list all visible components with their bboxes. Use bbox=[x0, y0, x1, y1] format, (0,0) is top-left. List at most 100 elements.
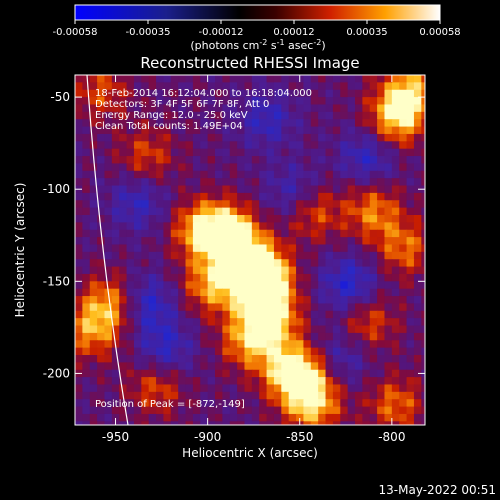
heatmap-cell bbox=[296, 222, 305, 231]
heatmap-cell bbox=[82, 185, 91, 194]
heatmap-cell bbox=[347, 148, 356, 157]
heatmap-cell bbox=[318, 237, 327, 246]
heatmap-cell bbox=[318, 318, 327, 327]
heatmap-cell bbox=[244, 332, 253, 341]
heatmap-cell bbox=[384, 281, 393, 290]
heatmap-cell bbox=[362, 89, 371, 98]
heatmap-cell bbox=[244, 355, 253, 363]
heatmap-cell bbox=[391, 259, 400, 268]
heatmap-cell bbox=[421, 133, 425, 142]
heatmap-cell bbox=[104, 259, 113, 268]
heatmap-cell bbox=[421, 82, 425, 91]
heatmap-cell bbox=[273, 362, 282, 371]
heatmap-cell bbox=[133, 325, 142, 334]
heatmap-cell bbox=[281, 126, 290, 135]
heatmap-cell bbox=[170, 273, 179, 282]
heatmap-cell bbox=[185, 355, 194, 363]
heatmap-cell bbox=[377, 288, 386, 297]
heatmap-cell bbox=[251, 192, 260, 201]
heatmap-cell bbox=[303, 266, 312, 275]
heatmap-cell bbox=[369, 325, 378, 334]
heatmap-cell bbox=[384, 266, 393, 275]
heatmap-cell bbox=[237, 126, 246, 135]
heatmap-cell bbox=[89, 89, 98, 98]
heatmap-cell bbox=[355, 170, 363, 179]
heatmap-cell bbox=[310, 332, 319, 341]
heatmap-cell bbox=[266, 111, 275, 120]
heatmap-cell bbox=[170, 399, 179, 408]
heatmap-cell bbox=[303, 384, 312, 393]
heatmap-cell bbox=[406, 362, 415, 371]
heatmap-cell bbox=[126, 207, 135, 216]
heatmap-cell bbox=[377, 273, 386, 282]
heatmap-cell bbox=[170, 303, 179, 312]
heatmap-cell bbox=[266, 281, 275, 290]
heatmap-cell bbox=[163, 237, 172, 246]
heatmap-cell bbox=[273, 296, 282, 305]
heatmap-cell bbox=[200, 340, 209, 349]
heatmap-cell bbox=[207, 391, 216, 400]
heatmap-cell bbox=[192, 119, 201, 128]
heatmap-cell bbox=[200, 318, 209, 327]
heatmap-cell bbox=[89, 170, 98, 179]
heatmap-cell bbox=[296, 377, 305, 386]
heatmap-cell bbox=[126, 148, 135, 157]
heatmap-cell bbox=[303, 296, 312, 305]
heatmap-cell bbox=[391, 89, 400, 98]
heatmap-cell bbox=[126, 156, 135, 165]
heatmap-cell bbox=[163, 362, 172, 371]
heatmap-cell bbox=[237, 170, 246, 179]
heatmap-cell bbox=[384, 215, 393, 223]
heatmap-cell bbox=[288, 237, 297, 246]
heatmap-cell bbox=[273, 369, 282, 378]
heatmap-cell bbox=[266, 310, 275, 319]
heatmap-cell bbox=[185, 377, 194, 386]
heatmap-cell bbox=[89, 266, 98, 275]
heatmap-cell bbox=[111, 369, 120, 378]
heatmap-cell bbox=[97, 75, 106, 83]
heatmap-cell bbox=[207, 251, 216, 260]
heatmap-cell bbox=[229, 332, 238, 341]
heatmap-cell bbox=[251, 296, 260, 305]
heatmap-cell bbox=[97, 318, 106, 327]
heatmap-cell bbox=[148, 170, 157, 179]
heatmap-cell bbox=[178, 192, 187, 201]
heatmap-cell bbox=[362, 340, 371, 349]
heatmap-cell bbox=[369, 413, 378, 422]
heatmap-cell bbox=[97, 303, 106, 312]
heatmap-cell bbox=[185, 369, 194, 378]
heatmap-cell bbox=[377, 259, 386, 268]
heatmap-cell bbox=[377, 75, 386, 83]
heatmap-cell bbox=[119, 207, 128, 216]
heatmap-cell bbox=[399, 156, 408, 165]
heatmap-cell bbox=[119, 421, 128, 425]
heatmap-cell bbox=[82, 340, 91, 349]
heatmap-cell bbox=[185, 406, 194, 415]
heatmap-cell bbox=[89, 163, 98, 172]
heatmap-cell bbox=[148, 251, 157, 260]
heatmap-cell bbox=[340, 399, 349, 408]
heatmap-cell bbox=[369, 75, 378, 83]
heatmap-cell bbox=[332, 200, 341, 209]
heatmap-cell bbox=[163, 251, 172, 260]
heatmap-cell bbox=[89, 281, 98, 290]
heatmap-cell bbox=[288, 82, 297, 91]
heatmap-cell bbox=[406, 273, 415, 282]
heatmap-cell bbox=[126, 163, 135, 172]
heatmap-cell bbox=[259, 178, 268, 187]
heatmap-cell bbox=[325, 296, 334, 305]
heatmap-cell bbox=[89, 413, 98, 422]
heatmap-cell bbox=[318, 97, 327, 106]
heatmap-cell bbox=[111, 251, 120, 260]
heatmap-cell bbox=[399, 362, 408, 371]
heatmap-cell bbox=[141, 215, 150, 223]
heatmap-cell bbox=[288, 332, 297, 341]
heatmap-cell bbox=[178, 310, 187, 319]
heatmap-cell bbox=[215, 406, 223, 415]
heatmap-cell bbox=[111, 237, 120, 246]
heatmap-cell bbox=[310, 399, 319, 408]
heatmap-cell bbox=[362, 222, 371, 231]
heatmap-cell bbox=[207, 355, 216, 363]
heatmap-cell bbox=[141, 141, 150, 150]
heatmap-cell bbox=[156, 281, 165, 290]
